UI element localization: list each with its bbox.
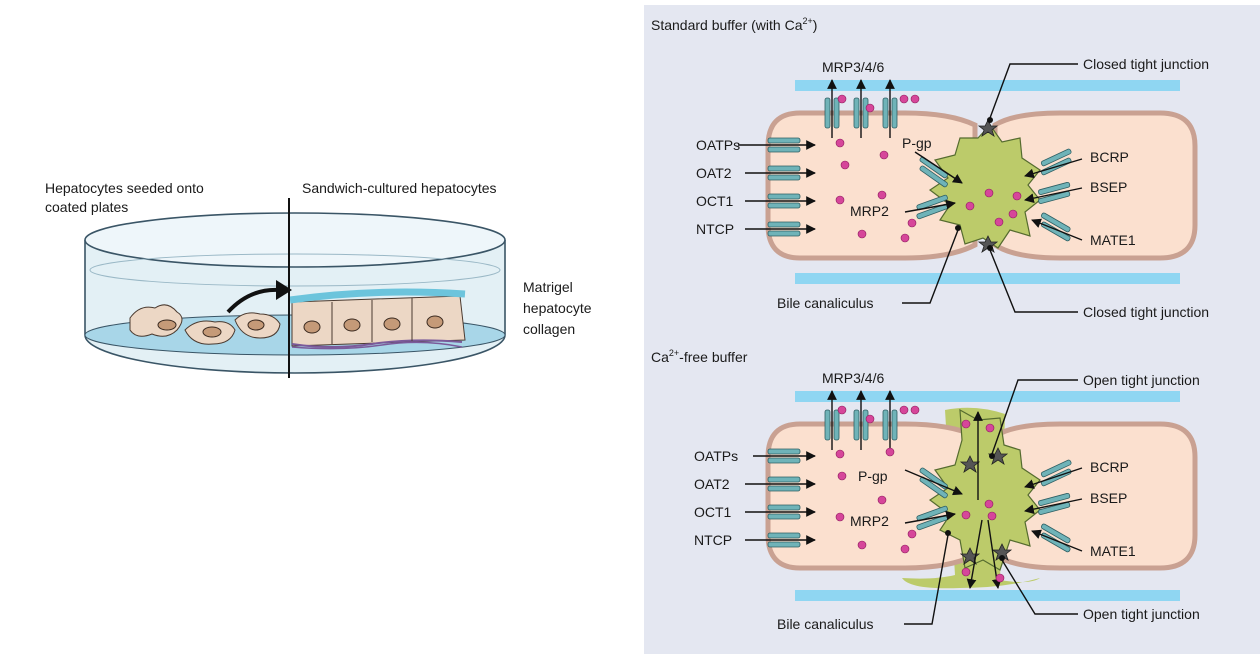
label-pgp-top: P-gp (902, 135, 932, 151)
label-oat2-top: OAT2 (696, 165, 732, 181)
label-open-tj-top: Open tight junction (1083, 372, 1200, 388)
label-mrp346-top: MRP3/4/6 (822, 59, 884, 75)
label-sandwich: Sandwich-cultured hepatocytes (302, 180, 497, 196)
label-bsep-bottom: BSEP (1090, 490, 1127, 506)
blue-band-top-2 (795, 391, 1180, 402)
label-bcrp-top: BCRP (1090, 149, 1129, 165)
label-open-tj-bottom: Open tight junction (1083, 606, 1200, 622)
label-hepatocyte: hepatocyte (523, 300, 592, 316)
top-panel-title: Standard buffer (with Ca2+) (651, 16, 817, 33)
label-collagen: collagen (523, 321, 575, 337)
label-oct1-bottom: OCT1 (694, 504, 732, 520)
bottom-panel: Ca2+-free buffer OATPs OAT2 OCT1 NTCP (651, 348, 1200, 632)
uptake-transporters-bottom (767, 448, 801, 548)
label-mrp2-top: MRP2 (850, 203, 889, 219)
label-oct1-top: OCT1 (696, 193, 734, 209)
label-mate1-bottom: MATE1 (1090, 543, 1136, 559)
label-bile-top: Bile canaliculus (777, 295, 874, 311)
blue-band-bottom (795, 273, 1180, 284)
culture-dish-illustration (84, 198, 506, 378)
label-oat2-bottom: OAT2 (694, 476, 730, 492)
right-hepatocyte-2 (992, 421, 1198, 571)
label-bcrp-bottom: BCRP (1090, 459, 1129, 475)
label-bsep-top: BSEP (1090, 179, 1127, 195)
label-seeded: Hepatocytes seeded onto (45, 180, 204, 196)
label-closed-tj-bottom: Closed tight junction (1083, 304, 1209, 320)
open-tight-junction-top-star-a (959, 455, 981, 473)
label-matrigel: Matrigel (523, 279, 573, 295)
seeded-cells (129, 304, 281, 345)
label-mrp346-bottom: MRP3/4/6 (822, 370, 884, 386)
molecules-bottom (835, 405, 1005, 583)
label-seeded-2: coated plates (45, 199, 128, 215)
label-ntcp-bottom: NTCP (694, 532, 732, 548)
canalicular-transporters-left-bottom (916, 467, 948, 531)
right-hepatocyte (992, 110, 1198, 261)
molecules-top (835, 94, 1022, 243)
label-oatps-bottom: OATPs (694, 448, 738, 464)
label-mate1-top: MATE1 (1090, 232, 1136, 248)
label-closed-tj-top: Closed tight junction (1083, 56, 1209, 72)
closed-tight-junction-top-star (977, 119, 999, 137)
label-mrp2-bottom: MRP2 (850, 513, 889, 529)
blue-band-top (795, 80, 1180, 91)
left-hepatocyte-2 (765, 421, 978, 571)
left-hepatocyte (765, 110, 978, 261)
top-panel: Standard buffer (with Ca2+) OATPs OAT2 O… (651, 16, 1209, 320)
uptake-transporters-top (767, 137, 801, 237)
sandwich-cells (289, 288, 466, 350)
label-pgp-bottom: P-gp (858, 468, 888, 484)
label-oatps-top: OATPs (696, 137, 740, 153)
label-ntcp-top: NTCP (696, 221, 734, 237)
bottom-panel-title: Ca2+-free buffer (651, 348, 748, 365)
blue-band-bottom-2 (795, 590, 1180, 601)
label-bile-bottom: Bile canaliculus (777, 616, 874, 632)
